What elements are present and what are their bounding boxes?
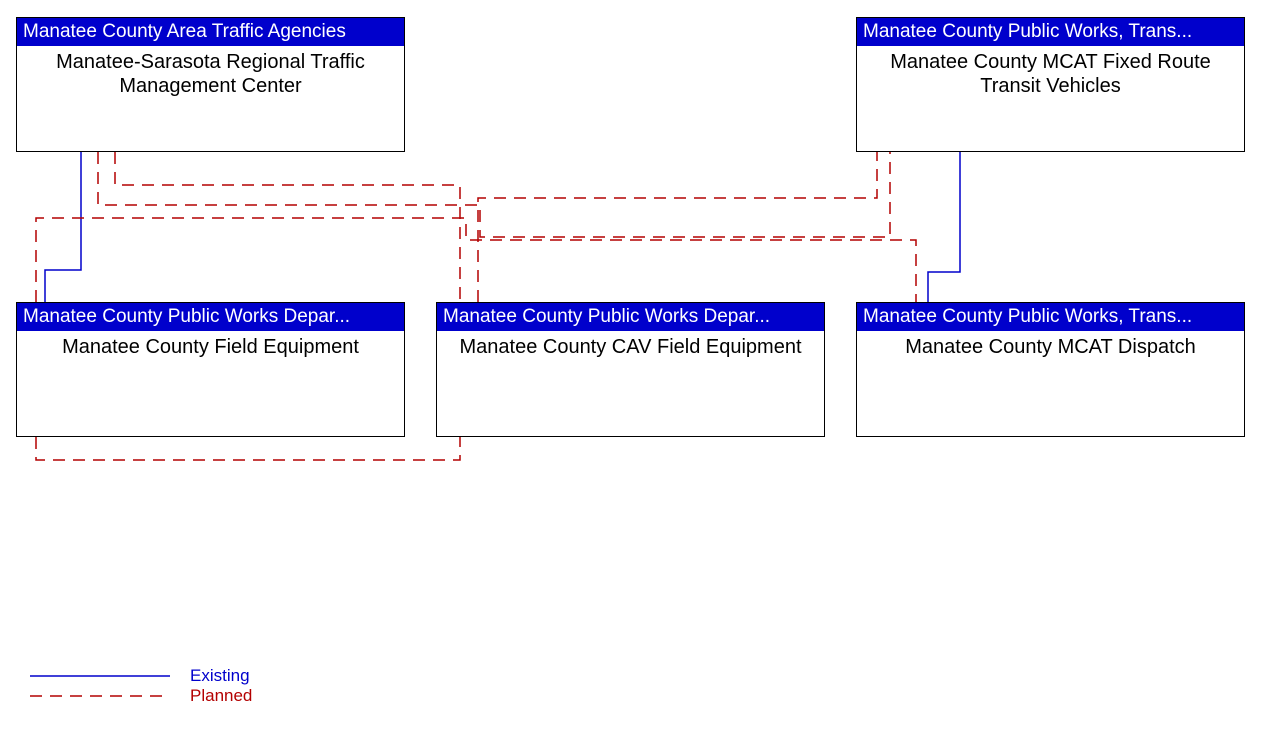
legend-label-existing: Existing bbox=[190, 666, 250, 686]
edge-transit-vehicles-dispatch bbox=[928, 152, 960, 302]
node-cav-field[interactable]: Manatee County Public Works Depar... Man… bbox=[436, 302, 825, 437]
legend-lines bbox=[30, 668, 180, 708]
node-tmc[interactable]: Manatee County Area Traffic Agencies Man… bbox=[16, 17, 405, 152]
legend-label-planned: Planned bbox=[190, 686, 252, 706]
node-transit-vehicles[interactable]: Manatee County Public Works, Trans... Ma… bbox=[856, 17, 1245, 152]
node-field-equipment[interactable]: Manatee County Public Works Depar... Man… bbox=[16, 302, 405, 437]
edge-field-dispatch bbox=[36, 218, 916, 302]
edge-cav-transit-vehicles bbox=[478, 152, 877, 302]
edge-tmc-field bbox=[45, 152, 81, 302]
node-cav-field-header: Manatee County Public Works Depar... bbox=[437, 303, 824, 331]
node-dispatch-header: Manatee County Public Works, Trans... bbox=[857, 303, 1244, 331]
edge-field-cav bbox=[36, 437, 460, 460]
node-tmc-title: Manatee-Sarasota Regional Traffic Manage… bbox=[17, 46, 404, 102]
node-field-equipment-header: Manatee County Public Works Depar... bbox=[17, 303, 404, 331]
node-dispatch-title: Manatee County MCAT Dispatch bbox=[857, 331, 1244, 363]
legend: Existing Planned bbox=[30, 668, 330, 718]
node-tmc-header: Manatee County Area Traffic Agencies bbox=[17, 18, 404, 46]
node-transit-vehicles-header: Manatee County Public Works, Trans... bbox=[857, 18, 1244, 46]
edge-tmc-cav bbox=[115, 152, 460, 302]
node-dispatch[interactable]: Manatee County Public Works, Trans... Ma… bbox=[856, 302, 1245, 437]
node-transit-vehicles-title: Manatee County MCAT Fixed Route Transit … bbox=[857, 46, 1244, 102]
edge-tmc-transit-vehicles bbox=[98, 152, 890, 237]
node-cav-field-title: Manatee County CAV Field Equipment bbox=[437, 331, 824, 363]
node-field-equipment-title: Manatee County Field Equipment bbox=[17, 331, 404, 363]
